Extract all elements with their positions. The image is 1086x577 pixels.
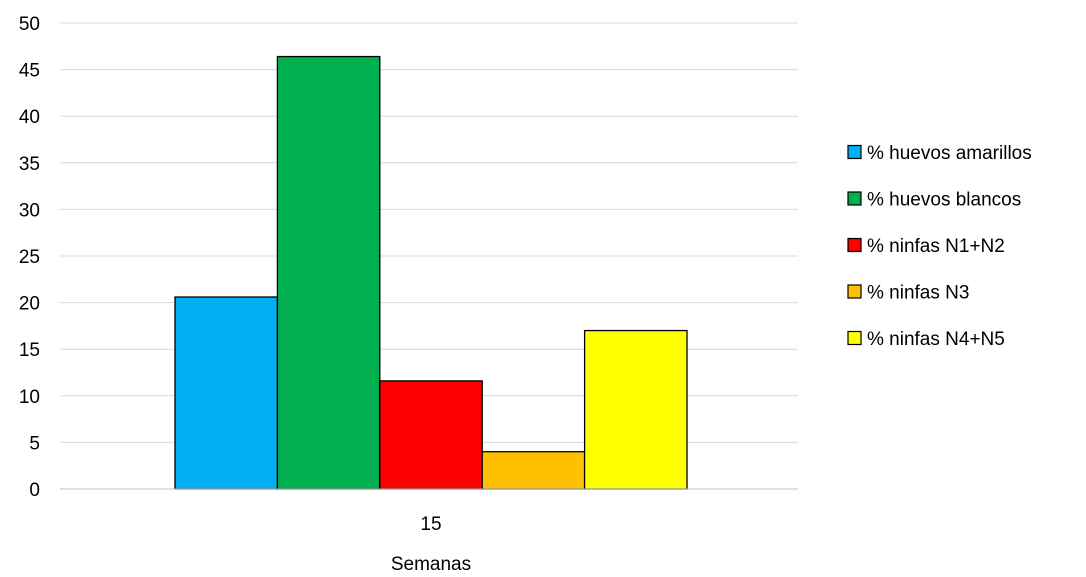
bars [174,55,688,490]
bar-2 [276,55,381,490]
bar-4 [481,451,586,490]
x-tick-label: 15 [420,514,441,535]
y-tick-label: 50 [19,14,40,35]
legend-swatch [847,237,862,253]
y-tick-label: 45 [19,61,40,82]
y-tick-label: 40 [19,107,40,128]
legend-swatch [847,191,862,206]
y-tick-label: 15 [19,340,40,361]
x-axis-title: Semanas [391,554,471,575]
bar-3 [379,380,483,490]
y-tick-label: 5 [29,433,40,454]
legend-label: % huevos blancos [867,190,1021,211]
y-tick-label: 0 [29,480,40,501]
legend-swatch [847,144,862,160]
legend-label: % ninfas N3 [867,283,969,304]
legend: % huevos amarillos % huevos blancos % ninf… [847,143,1032,350]
y-tick-label: 25 [19,247,40,268]
legend-swatch [847,330,862,346]
legend-label: % ninfas N4+N5 [867,329,1005,350]
y-tick-label: 35 [19,154,40,175]
legend-label: % huevos amarillos [867,143,1032,164]
legend-label: % ninfas N1+N2 [867,236,1005,257]
bar-1 [174,296,279,490]
y-tick-label: 20 [19,294,40,315]
bar-5 [583,329,688,490]
y-axis-ticks: 0 5 10 15 20 25 30 35 40 45 50 [19,14,40,501]
y-tick-label: 30 [19,200,40,221]
legend-swatch [847,284,862,299]
y-tick-label: 10 [19,387,40,408]
